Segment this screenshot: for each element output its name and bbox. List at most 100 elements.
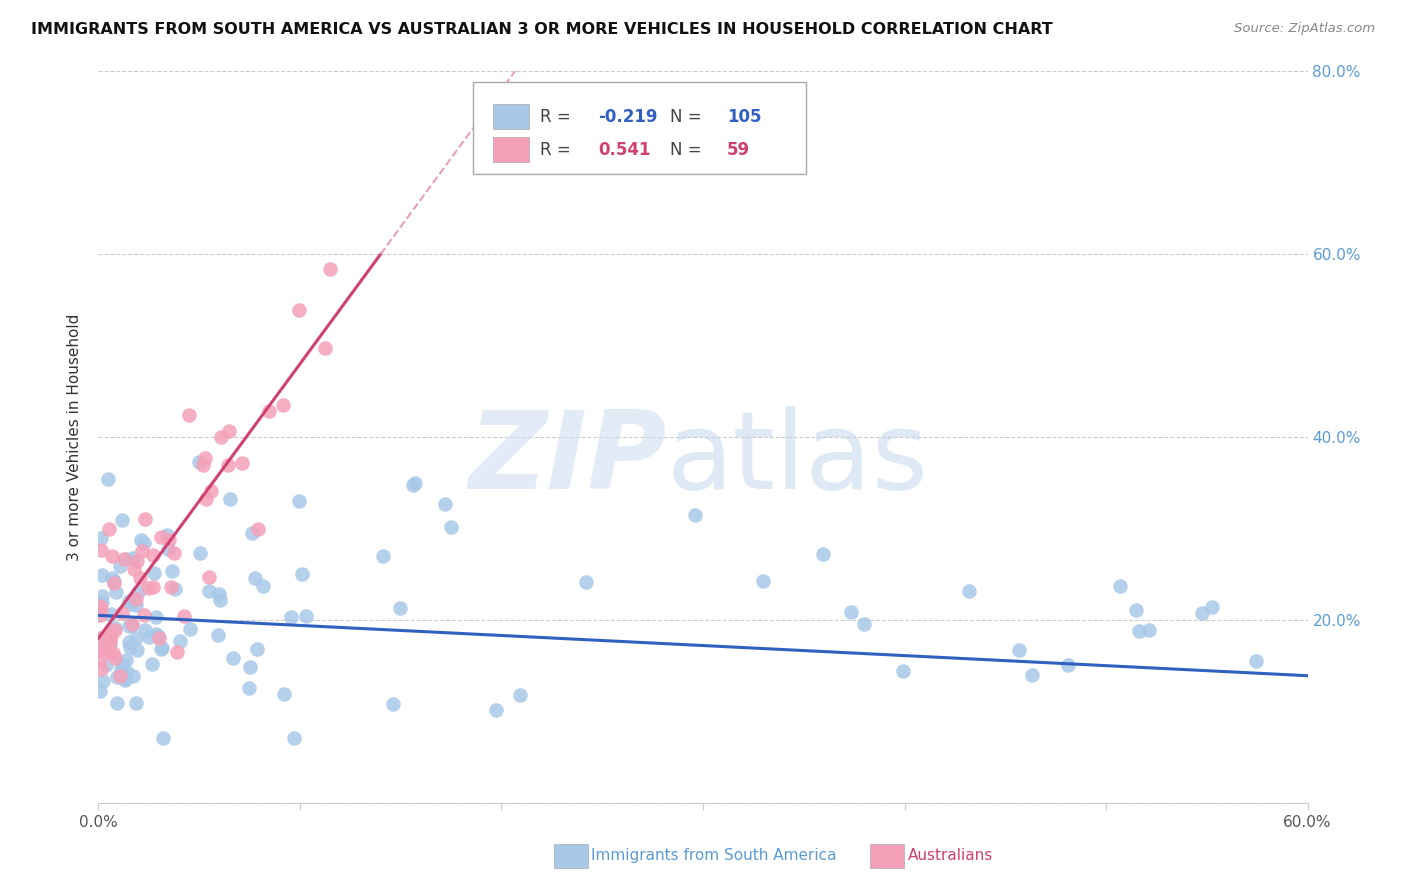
Point: [98, 626, 121, 640]
Point: [150, 530, 173, 544]
Point: [111, 607, 134, 621]
Point: [145, 609, 167, 624]
Point: [104, 621, 127, 635]
Point: [117, 665, 139, 679]
Point: [125, 632, 148, 646]
Point: [128, 571, 150, 585]
Point: [112, 551, 135, 566]
Point: [110, 559, 132, 574]
Point: [404, 476, 426, 491]
Point: [148, 631, 170, 645]
Point: [97, 523, 120, 537]
Point: [209, 430, 232, 444]
Point: [1125, 603, 1147, 617]
Point: [110, 663, 132, 677]
Point: [111, 657, 134, 672]
Point: [195, 491, 218, 506]
Point: [90, 531, 112, 545]
Text: 0.541: 0.541: [598, 141, 651, 159]
Text: 59: 59: [727, 141, 751, 159]
Point: [575, 575, 598, 590]
Point: [90, 594, 112, 608]
Point: [207, 628, 229, 642]
FancyBboxPatch shape: [492, 137, 529, 162]
Point: [839, 606, 862, 620]
Point: [198, 570, 221, 584]
Point: [134, 623, 156, 637]
Point: [371, 549, 394, 564]
Point: [148, 629, 170, 643]
Point: [288, 494, 311, 508]
Point: [103, 576, 125, 591]
Point: [129, 533, 152, 547]
Point: [152, 640, 174, 655]
Point: [114, 673, 136, 687]
Point: [114, 672, 136, 686]
Point: [134, 512, 156, 526]
Point: [141, 657, 163, 671]
Point: [294, 609, 316, 624]
Point: [219, 492, 242, 507]
Point: [1108, 579, 1130, 593]
Point: [104, 584, 127, 599]
Point: [118, 635, 141, 649]
Point: [142, 581, 165, 595]
Point: [91, 673, 114, 688]
Point: [103, 623, 125, 637]
Point: [89, 631, 111, 645]
FancyBboxPatch shape: [474, 82, 806, 174]
Point: [127, 585, 149, 599]
Point: [118, 619, 141, 633]
Point: [1201, 600, 1223, 615]
Point: [125, 696, 148, 710]
Point: [273, 398, 295, 412]
Point: [132, 608, 155, 623]
Point: [200, 484, 222, 499]
Point: [120, 597, 142, 611]
Point: [811, 547, 834, 561]
Point: [121, 616, 143, 631]
Point: [382, 697, 405, 711]
Point: [273, 687, 295, 701]
Point: [125, 599, 148, 613]
Point: [198, 583, 221, 598]
Text: R =: R =: [540, 141, 576, 159]
Point: [160, 564, 183, 578]
Point: [283, 731, 305, 746]
Point: [218, 424, 240, 438]
Point: [157, 542, 180, 557]
Point: [100, 630, 122, 644]
Point: [136, 581, 159, 595]
Text: R =: R =: [540, 108, 576, 126]
Point: [96, 642, 118, 657]
Text: -0.219: -0.219: [598, 108, 657, 126]
Point: [1128, 624, 1150, 638]
Text: IMMIGRANTS FROM SOUTH AMERICA VS AUSTRALIAN 3 OR MORE VEHICLES IN HOUSEHOLD CORR: IMMIGRANTS FROM SOUTH AMERICA VS AUSTRAL…: [31, 22, 1053, 37]
Point: [120, 640, 142, 654]
Point: [314, 341, 336, 355]
Point: [111, 513, 134, 527]
Text: N =: N =: [671, 108, 707, 126]
Point: [89, 643, 111, 657]
Point: [131, 543, 153, 558]
Point: [193, 458, 215, 472]
Point: [101, 646, 124, 660]
Point: [288, 302, 311, 317]
Point: [105, 670, 128, 684]
Point: [157, 533, 180, 547]
Point: [252, 579, 274, 593]
Y-axis label: 3 or more Vehicles in Household: 3 or more Vehicles in Household: [67, 313, 83, 561]
Point: [1191, 607, 1213, 621]
Text: atlas: atlas: [666, 406, 929, 512]
Point: [142, 548, 165, 562]
FancyBboxPatch shape: [492, 104, 529, 129]
Point: [239, 660, 262, 674]
Point: [752, 574, 775, 588]
Text: ZIP: ZIP: [468, 406, 666, 512]
Point: [104, 651, 127, 665]
Text: Immigrants from South America: Immigrants from South America: [591, 848, 837, 863]
Point: [98, 637, 121, 651]
Point: [187, 455, 209, 469]
Text: Source: ZipAtlas.com: Source: ZipAtlas.com: [1234, 22, 1375, 36]
Point: [683, 508, 706, 523]
